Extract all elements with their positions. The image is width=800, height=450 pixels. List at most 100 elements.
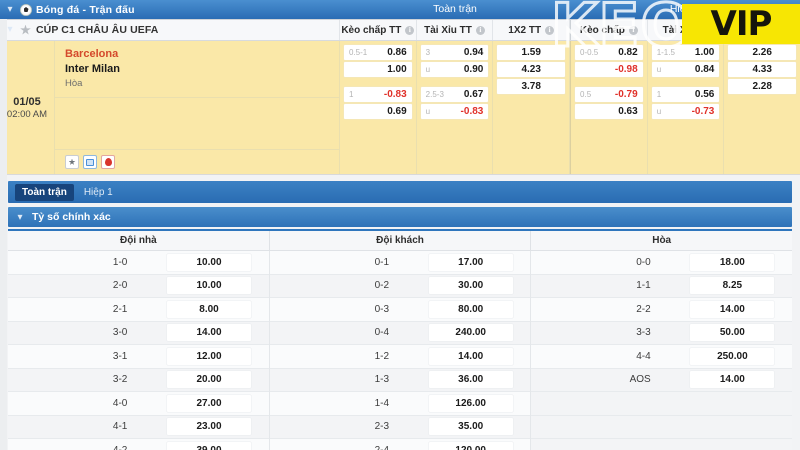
score-odds-button[interactable]: 23.00 [167, 418, 252, 436]
score-odds-button[interactable]: 8.00 [167, 300, 252, 318]
odds-cell[interactable]: 0.63 [575, 104, 643, 119]
info-icon[interactable]: i [545, 25, 555, 35]
odds-cell[interactable]: 0.5 -0.79 [575, 87, 643, 102]
odds-value: -0.79 [614, 89, 638, 100]
odds-value: 3.78 [521, 81, 541, 92]
score-odds-button[interactable]: 30.00 [428, 277, 513, 295]
odds-cell[interactable]: u -0.73 [651, 104, 720, 119]
hot-button[interactable] [101, 155, 115, 169]
odds-cell[interactable]: 2.5-3 0.67 [420, 87, 489, 102]
odds-cell[interactable]: 0-0.5 0.82 [575, 45, 643, 60]
score-odds-button[interactable]: 20.00 [167, 371, 252, 389]
onextwo-ft-primary: 1.59 4.23 3.78 [497, 45, 566, 94]
sport-collapse-chevron-down-icon[interactable]: ▾ [7, 3, 13, 15]
score-odds-button[interactable]: 10.00 [167, 277, 252, 295]
odds-cell[interactable]: 1.59 [497, 45, 566, 60]
table-row: 3-3 50.00 [531, 321, 793, 345]
odds-cell[interactable]: 3.78 [497, 79, 566, 94]
market-header-1x2-ft[interactable]: 1X2 TT i [493, 20, 571, 40]
market-header-overunder-ft[interactable]: Tài Xỉu TT i [417, 20, 494, 40]
score-label: 4-1 [112, 421, 128, 433]
score-odds-button[interactable]: 27.00 [167, 394, 252, 412]
score-odds-button[interactable]: 14.00 [690, 371, 775, 389]
odds-cell[interactable]: u -0.83 [420, 104, 489, 119]
odds-cell[interactable]: 1 -0.83 [344, 87, 412, 102]
favorite-button[interactable] [65, 155, 79, 169]
odds-value: 4.23 [521, 64, 541, 75]
score-odds-button[interactable]: 17.00 [428, 253, 513, 271]
table-row [531, 392, 793, 416]
league-collapse-chevron-down-icon[interactable]: ▾ [7, 24, 13, 35]
handicap-h1-primary: 0-0.5 0.82 -0.98 [575, 45, 643, 77]
handicap-ft-primary: 0.5-1 0.86 1.00 [344, 45, 412, 77]
market-header-overunder-h1[interactable]: Tài Xỉu i [648, 20, 725, 40]
score-odds-button[interactable]: 240.00 [428, 324, 513, 342]
info-icon[interactable]: i [475, 25, 485, 35]
score-label: 1-0 [112, 256, 128, 268]
table-row: 0-1 17.00 [269, 251, 531, 275]
odds-cell[interactable]: 1-1.5 1.00 [651, 45, 720, 60]
live-stream-button[interactable] [83, 155, 97, 169]
score-label: 3-0 [112, 327, 128, 339]
odds-cell[interactable]: u 0.90 [420, 62, 489, 77]
market-overunder-h1: 1-1.5 1.00 u 0.84 1 0.56 u -0.73 [648, 41, 725, 174]
odds-cell[interactable]: 2.26 [728, 45, 797, 60]
score-odds-button[interactable]: 8.25 [690, 277, 775, 295]
score-odds-button[interactable]: 126.00 [428, 394, 513, 412]
score-label: 0-1 [374, 256, 390, 268]
tab-first-half[interactable]: Hiệp 1 [83, 186, 113, 198]
score-odds-button[interactable]: 35.00 [428, 418, 513, 436]
score-odds-button[interactable]: 39.00 [167, 441, 252, 450]
correct-score-section-header[interactable]: ▾ Tỷ số chính xác [8, 207, 792, 227]
odds-cell[interactable]: -0.98 [575, 62, 643, 77]
odds-line: 0.5-1 [349, 48, 368, 57]
info-icon[interactable]: i [405, 25, 415, 35]
odds-cell[interactable]: 4.33 [728, 62, 797, 77]
table-row: 4-0 27.00 [8, 392, 269, 416]
score-odds-button[interactable]: 36.00 [428, 371, 513, 389]
overunder-ft-primary: 3 0.94 u 0.90 [420, 45, 489, 77]
odds-cell[interactable]: u 0.84 [651, 62, 720, 77]
odds-cell[interactable]: 2.28 [728, 79, 797, 94]
market-header-1x2-h1[interactable]: 1X2 i [724, 20, 800, 40]
odds-cell[interactable]: 4.23 [497, 62, 566, 77]
table-row: 3-2 20.00 [8, 368, 269, 392]
star-icon [68, 158, 76, 165]
league-cell[interactable]: ▾ CÚP C1 CHÂU ÂU UEFA [0, 20, 340, 40]
tab-full-match[interactable]: Toàn trận [15, 183, 74, 201]
score-odds-button[interactable]: 12.00 [167, 347, 252, 365]
score-odds-button[interactable]: 50.00 [690, 324, 775, 342]
section-collapse-chevron-down-icon[interactable]: ▾ [17, 211, 23, 223]
odds-cell[interactable]: 0.69 [344, 104, 412, 119]
score-odds-cell: 50.00 [673, 324, 792, 342]
score-odds-button[interactable]: 80.00 [428, 300, 513, 318]
odds-cell[interactable]: 1 0.56 [651, 87, 720, 102]
score-odds-cell: 20.00 [149, 371, 268, 389]
score-odds-button[interactable]: 18.00 [690, 253, 775, 271]
odds-cell[interactable]: 1.00 [344, 62, 412, 77]
odds-cell[interactable]: 3 0.94 [420, 45, 489, 60]
score-label: 1-4 [374, 397, 390, 409]
score-odds-button[interactable]: 120.00 [428, 441, 513, 450]
odds-cell[interactable]: 0.5-1 0.86 [344, 45, 412, 60]
refresh-icon[interactable] [782, 3, 795, 16]
odds-line: u [425, 107, 431, 116]
correct-score-column-draw: 0-0 18.00 1-1 8.25 2-2 14.00 3-3 50.00 4-4 250.00… [531, 251, 793, 450]
market-header-handicap-ft[interactable]: Kèo chấp TT i [340, 20, 417, 40]
draw-label: Hòa [65, 78, 83, 89]
score-odds-button[interactable]: 14.00 [690, 300, 775, 318]
odds-line: 1 [656, 90, 662, 99]
info-icon[interactable]: i [699, 25, 709, 35]
score-label: 3-1 [112, 350, 128, 362]
away-team-name: Inter Milan [65, 63, 121, 75]
league-favorite-star-icon[interactable] [20, 24, 31, 35]
market-header-handicap-h1[interactable]: Kèo chấp i [570, 20, 648, 40]
onextwo-h1-primary: 2.26 4.33 2.28 [728, 45, 797, 94]
score-odds-button[interactable]: 14.00 [428, 347, 513, 365]
score-odds-button[interactable]: 14.00 [167, 324, 252, 342]
odds-value: 1.00 [694, 47, 715, 58]
info-icon[interactable]: i [628, 25, 638, 35]
info-icon[interactable]: i [768, 25, 778, 35]
score-odds-button[interactable]: 250.00 [690, 347, 775, 365]
score-odds-button[interactable]: 10.00 [167, 253, 252, 271]
